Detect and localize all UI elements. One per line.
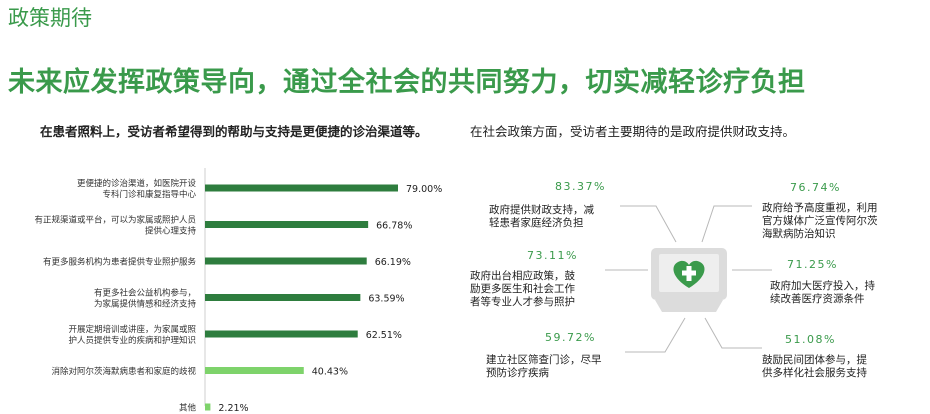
category-label: 开展定期培训或讲座，为家属或照	[68, 324, 196, 335]
bar-value-label: 66.19%	[375, 257, 411, 268]
category-label: 其他	[179, 403, 197, 414]
category-label: 有正规渠道或平台，可以为家属或照护人员	[34, 215, 196, 226]
category-label: 护人员提供专业的疾病和护理知识	[68, 335, 196, 346]
bar-value-label: 62.51%	[366, 330, 402, 341]
category-label: 有更多服务机构为患者提供专业照护服务	[43, 257, 197, 268]
bar	[205, 367, 304, 374]
section-title: 政策期待	[8, 6, 92, 30]
connector-line	[701, 205, 752, 243]
expectation-pct: 73.11%	[527, 249, 578, 262]
bar	[205, 221, 369, 228]
tablet-base	[655, 300, 723, 312]
bar-value-label: 63.59%	[368, 294, 404, 305]
expectation-text: 鼓励民间团体参与，提 供多样化社会服务支持	[762, 354, 867, 379]
connector-line	[625, 317, 686, 353]
connector-lines	[605, 205, 772, 353]
bar-value-label: 79.00%	[406, 184, 442, 195]
expectation-pct: 76.74%	[790, 181, 841, 194]
left-chart-caption: 在患者照料上，受访者希望得到的帮助与支持是更便捷的诊治渠道等。	[40, 124, 428, 139]
expectation-pct: 83.37%	[555, 180, 606, 193]
bar-value-label: 2.21%	[218, 403, 248, 414]
bar-value-label: 66.78%	[376, 221, 412, 232]
expectation-pct: 71.25%	[787, 258, 838, 271]
bar	[205, 330, 358, 338]
expectation-pct: 51.08%	[785, 333, 836, 346]
connector-line	[704, 317, 762, 349]
category-label: 消除对阿尔茨海默病患者和家庭的歧视	[51, 366, 196, 377]
expectation-text: 政府出台相应政策，鼓 励更多医生和社会工作 者等专业人才参与照护	[470, 270, 575, 308]
category-label: 更便捷的诊治渠道，如医院开设	[77, 178, 197, 189]
bar-value-label: 40.43%	[312, 367, 348, 378]
bar	[205, 257, 367, 265]
expectation-pct: 59.72%	[545, 331, 596, 344]
bar	[205, 403, 211, 411]
expectation-text: 政府提供财政支持，减 轻患者家庭经济负担	[489, 204, 594, 229]
expectation-text: 建立社区筛查门诊，尽早 预防诊疗疾病	[486, 354, 602, 379]
connector-line	[620, 205, 677, 243]
right-panel-caption: 在社会政策方面，受访者主要期待的是政府提供财政支持。	[470, 124, 796, 139]
expectation-text: 政府加大医疗投入，持 续改善医疗资源条件	[770, 280, 875, 305]
headline: 未来应发挥政策导向，通过全社会的共同努力，切实减轻诊疗负担	[8, 67, 806, 98]
bar	[205, 184, 398, 192]
category-label: 有更多社会公益机构参与，	[94, 288, 196, 299]
category-label: 为家属提供情感和经济支持	[94, 299, 197, 310]
bar	[205, 294, 361, 301]
heart-plus-icon	[673, 260, 705, 288]
category-label: 提供心理支持	[145, 226, 197, 237]
expectation-text: 政府给予高度重视，利用 官方媒体广泛宣传阿尔茨 海默病防治知识	[762, 202, 878, 240]
category-label: 专科门诊和康复指导中心	[102, 189, 196, 200]
